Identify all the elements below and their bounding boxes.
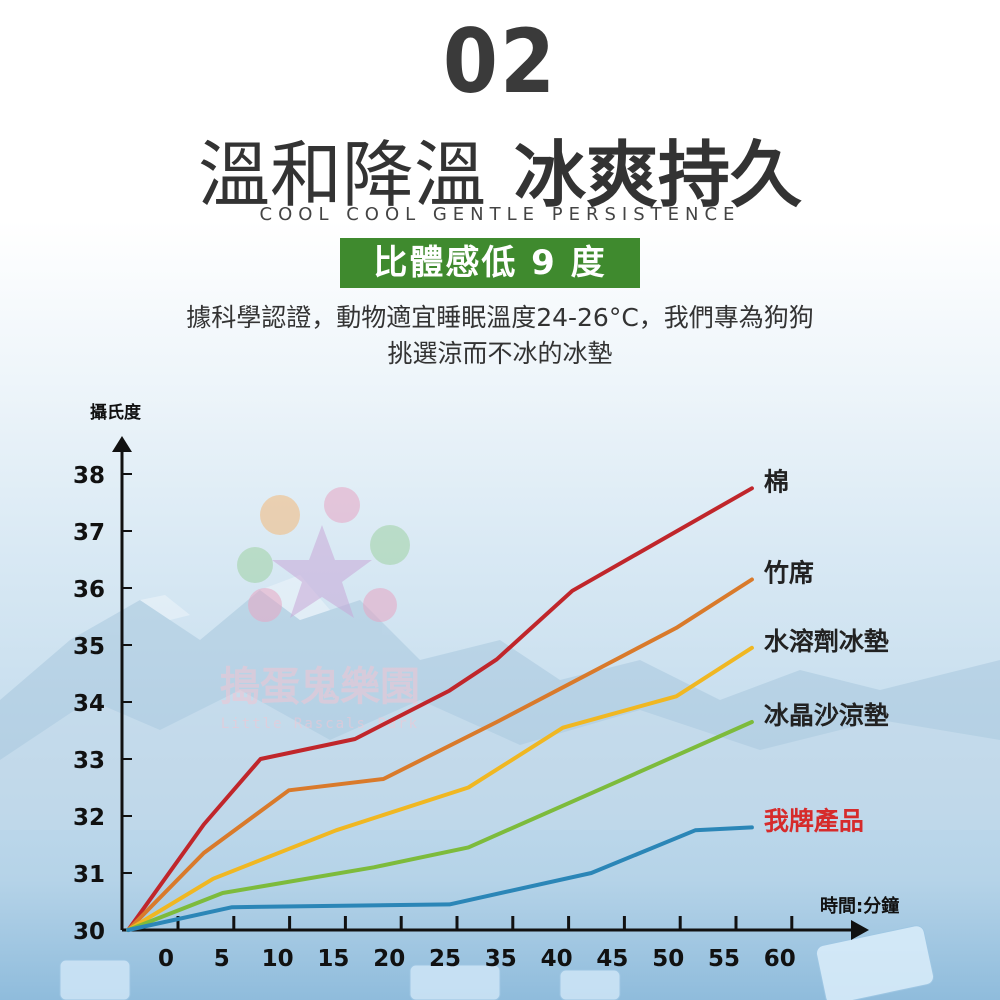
ice-cubes — [59, 925, 935, 1000]
y-axis-arrow — [112, 436, 132, 452]
section-number: 02 — [442, 10, 558, 113]
series-line — [126, 825, 754, 932]
y-tick-label: 37 — [73, 520, 105, 546]
x-tick-label: 0 — [158, 946, 174, 972]
x-tick-label: 60 — [764, 946, 796, 972]
watermark-logo: 搗蛋鬼樂園 Little Rascals Park — [220, 487, 420, 732]
headline-bold: 冰爽持久 — [514, 133, 803, 217]
series-line — [126, 720, 754, 932]
y-tick-label: 30 — [73, 919, 105, 945]
x-tick-label: 40 — [541, 946, 573, 972]
description-line-2: 挑選涼而不冰的冰墊 — [387, 339, 613, 368]
series-label: 水溶劑冰墊 — [764, 627, 889, 656]
mountain-background — [0, 575, 1000, 830]
y-axis-title: 攝氏度 — [90, 402, 142, 423]
x-axis-arrow — [851, 920, 869, 940]
x-tick-label: 35 — [485, 946, 517, 972]
temperature-badge: 比體感低 9 度 — [340, 238, 640, 288]
y-tick-label: 38 — [73, 463, 105, 489]
y-tick-label: 32 — [73, 805, 105, 831]
y-tick-label: 35 — [73, 634, 105, 660]
headline: 溫和降溫 冰爽持久 — [0, 116, 1000, 221]
x-tick-label: 20 — [373, 946, 405, 972]
series-label: 竹席 — [763, 558, 814, 587]
y-tick-label: 31 — [73, 862, 105, 888]
series-line — [126, 486, 754, 932]
x-tick-label: 15 — [317, 946, 349, 972]
x-tick-label: 5 — [214, 946, 230, 972]
x-tick-label: 50 — [652, 946, 684, 972]
series-label: 冰晶沙涼墊 — [764, 701, 889, 730]
y-tick-label: 33 — [73, 748, 105, 774]
description: 據科學認證，動物適宜睡眠溫度24-26°C，我們專為狗狗 挑選涼而不冰的冰墊 — [0, 300, 1000, 372]
english-subtitle: COOL COOL GENTLE PERSISTENCE — [259, 204, 741, 225]
headline-light: 溫和降溫 — [197, 133, 486, 217]
series-line — [126, 645, 754, 932]
series-line — [126, 577, 754, 932]
series-label: 棉 — [764, 467, 789, 496]
x-tick-label: 25 — [429, 946, 461, 972]
watermark-text-en: Little Rascals Park — [221, 716, 419, 732]
x-tick-label: 45 — [596, 946, 628, 972]
x-tick-label: 10 — [262, 946, 294, 972]
watermark-text: 搗蛋鬼樂園 — [220, 664, 420, 710]
description-line-1: 據科學認證，動物適宜睡眠溫度24-26°C，我們專為狗狗 — [186, 303, 814, 332]
x-axis-title: 時間:分鐘 — [820, 895, 899, 917]
series-label: 我牌產品 — [764, 806, 864, 835]
y-tick-label: 34 — [73, 691, 105, 717]
x-tick-label: 55 — [708, 946, 740, 972]
y-tick-label: 36 — [73, 577, 105, 603]
